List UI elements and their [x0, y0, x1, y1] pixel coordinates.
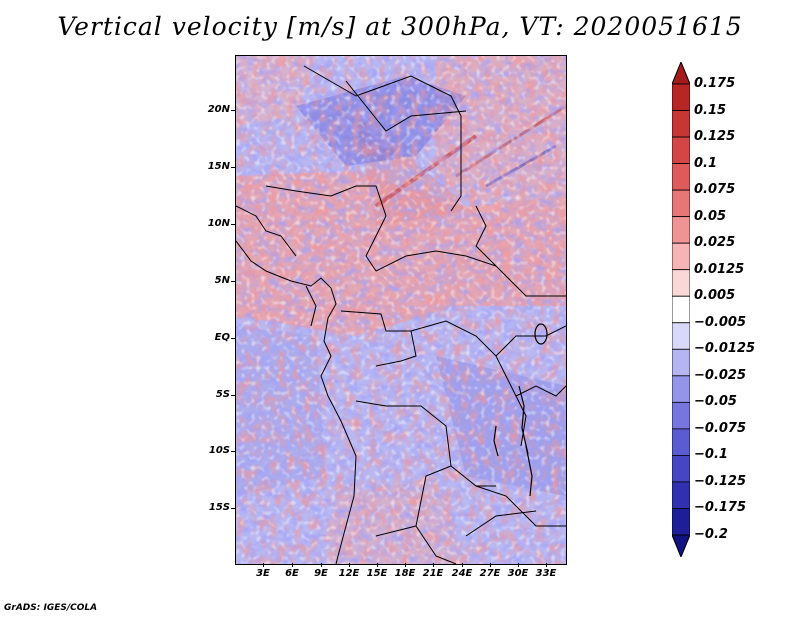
colorbar-box — [672, 508, 690, 536]
colorbar-top-arrow — [672, 62, 690, 85]
lat-tick — [231, 110, 235, 111]
lon-label: 21E — [422, 568, 444, 579]
lat-tick — [231, 451, 235, 452]
colorbar-label: −0.125 — [694, 473, 747, 489]
lon-tick — [462, 563, 463, 567]
lon-label: 9E — [314, 568, 328, 579]
lon-tick — [377, 563, 378, 567]
colorbar-label: −0.0125 — [694, 341, 756, 357]
colorbar-box — [672, 295, 690, 324]
lon-tick — [433, 563, 434, 567]
lon-tick — [321, 563, 322, 567]
lat-tick — [231, 338, 235, 339]
colorbar-label: 0.1 — [694, 155, 718, 171]
colorbar-label: 0.125 — [694, 129, 736, 145]
colorbar-label: −0.1 — [694, 447, 728, 463]
lon-tick — [405, 563, 406, 567]
colorbar-label: −0.175 — [694, 500, 747, 516]
colorbar-box — [672, 348, 690, 377]
lat-tick — [231, 167, 235, 168]
lat-label: 5N — [214, 275, 230, 286]
lat-tick — [231, 508, 235, 509]
colorbar-label: 0.175 — [694, 76, 736, 91]
colorbar — [672, 62, 690, 557]
lon-tick — [292, 563, 293, 567]
lat-label: 20N — [207, 104, 230, 115]
map-field — [236, 56, 566, 564]
lon-tick — [518, 563, 519, 567]
lon-label: 6E — [285, 568, 299, 579]
colorbar-label: −0.05 — [694, 394, 737, 410]
lon-label: 30E — [507, 568, 529, 579]
colorbar-label: −0.2 — [694, 527, 728, 542]
colorbar-label: 0.0125 — [694, 261, 745, 277]
colorbar-box — [672, 163, 690, 191]
lat-label: 15S — [208, 502, 230, 513]
lat-label: EQ — [214, 332, 230, 343]
colorbar-box — [672, 216, 690, 244]
colorbar-box — [672, 428, 690, 456]
lat-label: 15N — [207, 161, 230, 172]
lon-label: 24E — [451, 568, 473, 579]
colorbar-box — [672, 136, 690, 164]
colorbar-bottom-arrow — [672, 534, 690, 557]
colorbar-box — [672, 401, 690, 430]
colorbar-label: 0.005 — [694, 288, 736, 304]
lon-tick — [349, 563, 350, 567]
colorbar-box — [672, 455, 690, 483]
colorbar-label: −0.005 — [694, 314, 747, 330]
colorbar-label: 0.075 — [694, 182, 736, 198]
colorbar-box — [672, 375, 690, 403]
colorbar-label: 0.05 — [694, 208, 727, 224]
credit-text: GrADS: IGES/COLA — [4, 603, 98, 613]
lat-tick — [231, 395, 235, 396]
colorbar-box — [672, 322, 690, 350]
colorbar-label: −0.025 — [694, 367, 747, 383]
colorbar-box — [672, 189, 690, 218]
colorbar-box — [672, 269, 690, 297]
lon-tick — [546, 563, 547, 567]
colorbar-box — [672, 83, 690, 111]
lat-label: 10N — [207, 218, 230, 229]
lat-label: 10S — [208, 445, 230, 456]
colorbar-box — [672, 242, 690, 271]
lat-label: 5S — [215, 389, 230, 400]
lon-label: 33E — [535, 568, 557, 579]
colorbar-label: 0.025 — [694, 235, 736, 251]
colorbar-label: 0.15 — [694, 102, 727, 118]
lat-tick — [231, 224, 235, 225]
lon-tick — [490, 563, 491, 567]
colorbar-label: −0.075 — [694, 420, 747, 436]
lon-label: 3E — [256, 568, 270, 579]
lon-label: 12E — [338, 568, 360, 579]
lon-label: 18E — [394, 568, 416, 579]
lon-tick — [263, 563, 264, 567]
colorbar-box — [672, 110, 690, 138]
velocity-map — [235, 55, 567, 565]
plot-title: Vertical velocity [m/s] at 300hPa, VT: 2… — [57, 12, 743, 41]
lon-label: 15E — [366, 568, 388, 579]
lon-label: 27E — [479, 568, 501, 579]
lat-tick — [231, 281, 235, 282]
colorbar-box — [672, 481, 690, 509]
